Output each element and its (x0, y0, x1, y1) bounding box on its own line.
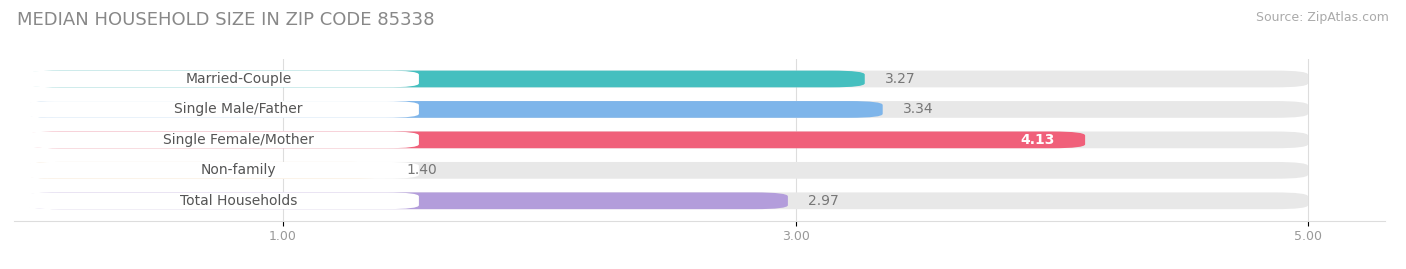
FancyBboxPatch shape (27, 132, 1085, 148)
Text: MEDIAN HOUSEHOLD SIZE IN ZIP CODE 85338: MEDIAN HOUSEHOLD SIZE IN ZIP CODE 85338 (17, 11, 434, 29)
FancyBboxPatch shape (21, 70, 419, 87)
FancyBboxPatch shape (21, 101, 419, 118)
Text: Single Male/Father: Single Male/Father (174, 102, 302, 116)
Text: Single Female/Mother: Single Female/Mother (163, 133, 314, 147)
FancyBboxPatch shape (27, 162, 1308, 179)
Text: 4.13: 4.13 (1019, 133, 1054, 147)
Text: 3.34: 3.34 (903, 102, 934, 116)
Text: 2.97: 2.97 (808, 194, 839, 208)
Text: 3.27: 3.27 (886, 72, 915, 86)
Text: Total Households: Total Households (180, 194, 297, 208)
Text: Married-Couple: Married-Couple (186, 72, 291, 86)
FancyBboxPatch shape (27, 132, 1308, 148)
FancyBboxPatch shape (21, 192, 419, 209)
Text: 1.40: 1.40 (406, 163, 437, 177)
FancyBboxPatch shape (27, 101, 1308, 118)
FancyBboxPatch shape (27, 70, 1308, 87)
FancyBboxPatch shape (27, 70, 865, 87)
FancyBboxPatch shape (27, 162, 385, 179)
FancyBboxPatch shape (21, 162, 419, 179)
Text: Non-family: Non-family (201, 163, 276, 177)
FancyBboxPatch shape (27, 192, 787, 209)
Text: Source: ZipAtlas.com: Source: ZipAtlas.com (1256, 11, 1389, 24)
FancyBboxPatch shape (21, 132, 419, 148)
FancyBboxPatch shape (27, 192, 1308, 209)
FancyBboxPatch shape (27, 101, 883, 118)
